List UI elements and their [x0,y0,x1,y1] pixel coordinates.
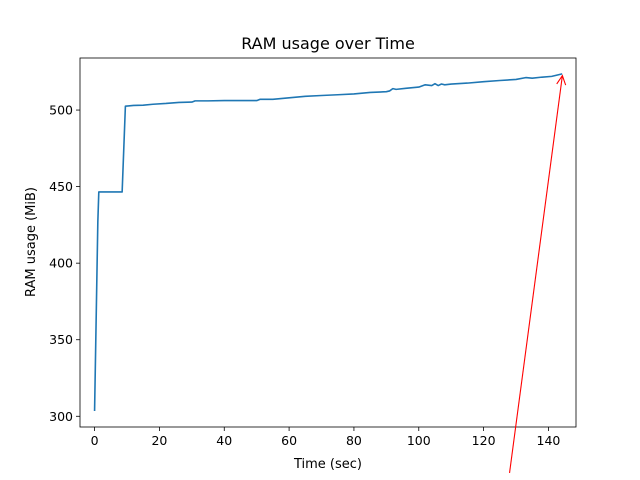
x-axis-ticks: 0 20 40 60 80 100 120 140 [91,427,561,448]
y-tick-label: 450 [49,179,73,194]
annotation-layer [508,74,567,474]
plot-area [80,58,576,427]
y-tick-label: 400 [49,256,73,271]
annotation-arrowhead [556,74,567,86]
x-tick-label: 60 [281,433,297,448]
x-tick-label: 20 [151,433,167,448]
y-axis-ticks: 300 350 400 450 500 [49,103,80,424]
x-tick-label: 120 [472,433,496,448]
plot-frame [79,57,577,428]
y-tick-label: 500 [49,103,73,118]
x-tick-label: 80 [346,433,362,448]
y-tick-label: 300 [49,409,73,424]
x-tick-label: 140 [537,433,561,448]
x-tick-label: 40 [216,433,232,448]
series-layer [93,73,563,411]
annotation-arrow-line [508,75,563,474]
y-tick-label: 350 [49,332,73,347]
x-axis-label: Time (sec) [293,457,362,472]
y-axis-label: RAM usage (MiB) [24,187,39,297]
x-tick-label: 0 [91,433,99,448]
x-tick-label: 100 [407,433,431,448]
chart-title: RAM usage over Time [241,34,415,53]
series-line-1 [93,73,563,411]
